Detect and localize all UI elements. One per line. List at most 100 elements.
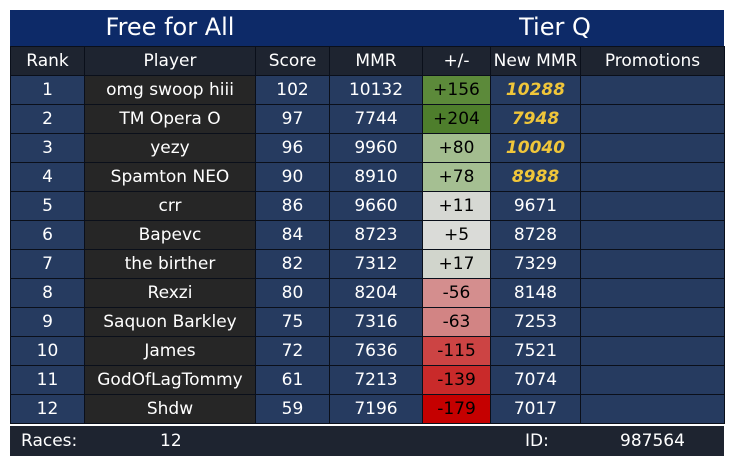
promotion-cell	[580, 365, 725, 395]
score-cell: 61	[255, 365, 330, 395]
table-row: 6 Bapevc 84 8723 +5 8728	[10, 220, 725, 250]
promotion-cell	[580, 278, 725, 308]
table-row: 7 the birther 82 7312 +17 7329	[10, 249, 725, 279]
promotion-cell	[580, 394, 725, 424]
table-row: 9 Saquon Barkley 75 7316 -63 7253	[10, 307, 725, 337]
mmr-cell: 9660	[329, 191, 423, 221]
mmr-cell: 9960	[329, 133, 423, 163]
player-name-cell: James	[84, 336, 256, 366]
races-value: 12	[160, 431, 182, 451]
rank-cell: 1	[10, 75, 85, 105]
rank-cell: 7	[10, 249, 85, 279]
player-name-cell: Bapevc	[84, 220, 256, 250]
mmr-cell: 7744	[329, 104, 423, 134]
player-name-cell: yezy	[84, 133, 256, 163]
new-mmr-cell: 7017	[490, 394, 581, 424]
tier-title: Tier Q	[519, 13, 591, 41]
score-cell: 97	[255, 104, 330, 134]
promotion-cell	[580, 249, 725, 279]
score-cell: 96	[255, 133, 330, 163]
mmr-delta-cell: +5	[422, 220, 491, 250]
mmr-delta-cell: +17	[422, 249, 491, 279]
footer-bar: Races: 12 ID: 987564	[10, 426, 724, 456]
new-mmr-cell: 7948	[490, 104, 581, 134]
score-cell: 75	[255, 307, 330, 337]
score-cell: 86	[255, 191, 330, 221]
player-name-cell: TM Opera O	[84, 104, 256, 134]
score-cell: 59	[255, 394, 330, 424]
table-row: 11 GodOfLagTommy 61 7213 -139 7074	[10, 365, 725, 395]
new-mmr-cell: 7074	[490, 365, 581, 395]
promotion-cell	[580, 104, 725, 134]
mmr-cell: 7312	[329, 249, 423, 279]
table-row: 8 Rexzi 80 8204 -56 8148	[10, 278, 725, 308]
rank-cell: 2	[10, 104, 85, 134]
rank-cell: 4	[10, 162, 85, 192]
rank-cell: 9	[10, 307, 85, 337]
rank-cell: 6	[10, 220, 85, 250]
rank-cell: 3	[10, 133, 85, 163]
new-mmr-cell: 10288	[490, 75, 581, 105]
player-name-cell: crr	[84, 191, 256, 221]
table-row: 2 TM Opera O 97 7744 +204 7948	[10, 104, 725, 134]
mmr-delta-cell: +80	[422, 133, 491, 163]
new-mmr-cell: 8148	[490, 278, 581, 308]
table-row: 4 Spamton NEO 90 8910 +78 8988	[10, 162, 725, 192]
mmr-cell: 8910	[329, 162, 423, 192]
player-name-cell: Saquon Barkley	[84, 307, 256, 337]
new-mmr-cell: 8728	[490, 220, 581, 250]
rank-cell: 10	[10, 336, 85, 366]
score-cell: 72	[255, 336, 330, 366]
score-cell: 80	[255, 278, 330, 308]
mmr-delta-cell: +204	[422, 104, 491, 134]
promotion-cell	[580, 133, 725, 163]
races-label: Races:	[21, 431, 78, 451]
column-header-promotions: Promotions	[580, 46, 725, 76]
match-id-label: ID:	[525, 431, 549, 451]
player-name-cell: GodOfLagTommy	[84, 365, 256, 395]
mmr-cell: 8723	[329, 220, 423, 250]
mmr-delta-cell: +11	[422, 191, 491, 221]
promotion-cell	[580, 307, 725, 337]
column-header-player: Player	[84, 46, 256, 76]
mmr-delta-cell: -56	[422, 278, 491, 308]
table-row: 12 Shdw 59 7196 -179 7017	[10, 394, 725, 424]
column-header-rank: Rank	[10, 46, 85, 76]
table-row: 10 James 72 7636 -115 7521	[10, 336, 725, 366]
column-header-new-mmr: New MMR	[490, 46, 581, 76]
match-id-value: 987564	[620, 431, 685, 451]
score-cell: 84	[255, 220, 330, 250]
mmr-cell: 7213	[329, 365, 423, 395]
promotion-cell	[580, 220, 725, 250]
mmr-delta-cell: +78	[422, 162, 491, 192]
mmr-delta-cell: -115	[422, 336, 491, 366]
new-mmr-cell: 9671	[490, 191, 581, 221]
table-row: 5 crr 86 9660 +11 9671	[10, 191, 725, 221]
table-row: 3 yezy 96 9960 +80 10040	[10, 133, 725, 163]
promotion-cell	[580, 75, 725, 105]
new-mmr-cell: 7253	[490, 307, 581, 337]
player-name-cell: omg swoop hiii	[84, 75, 256, 105]
rank-cell: 5	[10, 191, 85, 221]
promotion-cell	[580, 336, 725, 366]
promotion-cell	[580, 162, 725, 192]
new-mmr-cell: 7521	[490, 336, 581, 366]
mmr-cell: 8204	[329, 278, 423, 308]
rank-cell: 8	[10, 278, 85, 308]
score-cell: 82	[255, 249, 330, 279]
player-name-cell: Rexzi	[84, 278, 256, 308]
mode-title: Free for All	[105, 13, 235, 41]
mmr-cell: 7636	[329, 336, 423, 366]
rank-cell: 12	[10, 394, 85, 424]
score-cell: 102	[255, 75, 330, 105]
mmr-delta-cell: -179	[422, 394, 491, 424]
score-cell: 90	[255, 162, 330, 192]
column-header-score: Score	[255, 46, 330, 76]
mmr-delta-cell: +156	[422, 75, 491, 105]
column-header-delta: +/-	[422, 46, 491, 76]
column-header-row: Rank Player Score MMR +/- New MMR Promot…	[10, 46, 725, 76]
rank-cell: 11	[10, 365, 85, 395]
results-table: Rank Player Score MMR +/- New MMR Promot…	[10, 46, 725, 424]
new-mmr-cell: 10040	[490, 133, 581, 163]
table-row: 1 omg swoop hiii 102 10132 +156 10288	[10, 75, 725, 105]
